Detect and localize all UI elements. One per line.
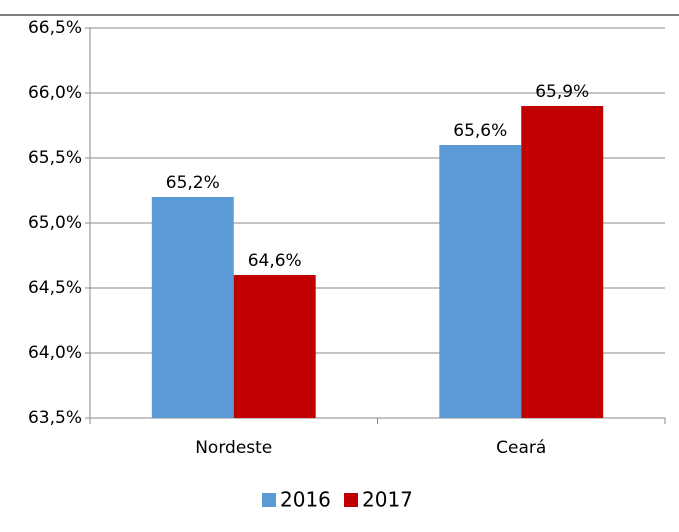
y-tick-label: 65,0% — [28, 213, 82, 233]
legend-swatch — [262, 493, 276, 507]
legend-label: 2017 — [362, 488, 413, 512]
value-label: 65,6% — [453, 121, 507, 141]
value-label: 65,9% — [535, 82, 589, 102]
y-tick-label: 65,5% — [28, 148, 82, 168]
value-label: 64,6% — [248, 251, 302, 271]
x-tick-label: Nordeste — [195, 438, 272, 458]
y-tick-label: 66,0% — [28, 83, 82, 103]
legend: 2016 2017 — [262, 488, 413, 512]
legend-swatch — [344, 493, 358, 507]
value-label: 65,2% — [166, 173, 220, 193]
bar — [151, 197, 234, 418]
y-tick-label: 66,5% — [28, 18, 82, 38]
x-tick-label: Ceará — [496, 438, 546, 458]
y-tick-label: 63,5% — [28, 408, 82, 428]
bar — [439, 145, 522, 418]
bar — [233, 275, 316, 418]
legend-label: 2016 — [280, 488, 331, 512]
bar — [521, 106, 604, 418]
y-tick-label: 64,5% — [28, 278, 82, 298]
y-tick-label: 64,0% — [28, 343, 82, 363]
